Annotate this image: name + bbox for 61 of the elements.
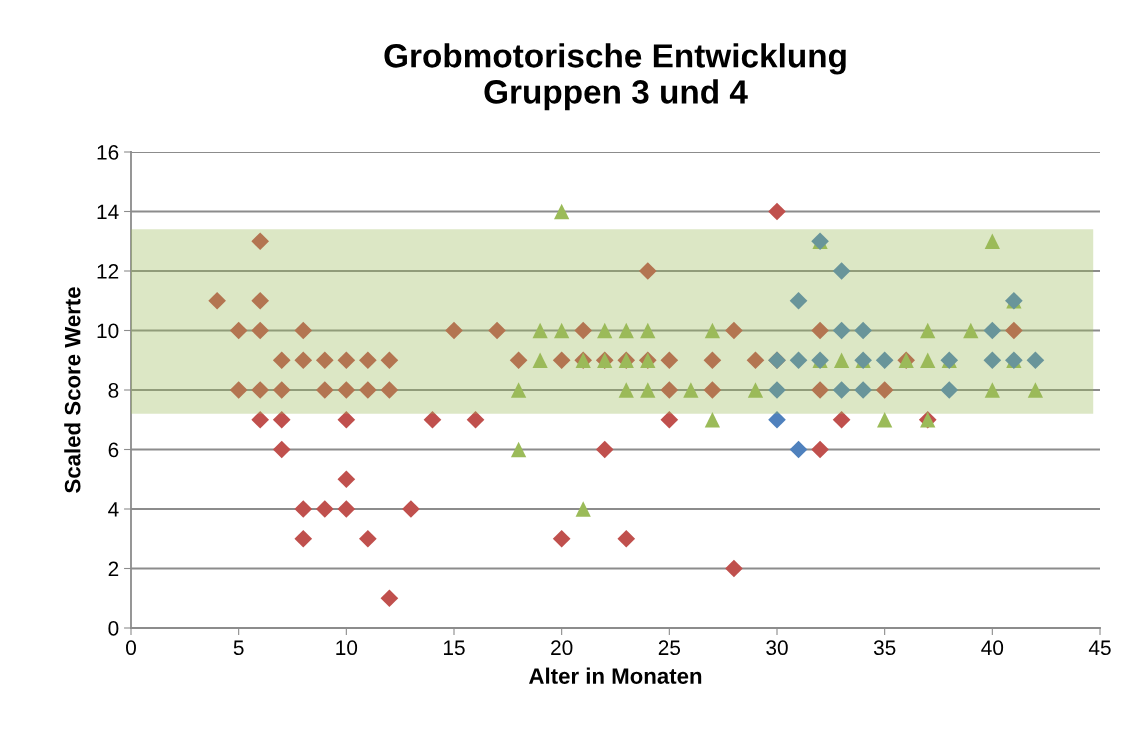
point <box>789 291 808 310</box>
x-tick-label: 30 <box>766 640 788 656</box>
point <box>877 412 893 428</box>
x-tick-label: 10 <box>336 640 358 656</box>
point <box>983 351 1002 370</box>
point <box>510 382 527 398</box>
y-tick-label: 12 <box>97 264 119 279</box>
point <box>532 322 548 339</box>
point <box>704 412 721 428</box>
point <box>940 381 959 399</box>
point <box>963 322 979 339</box>
x-tick-label: 5 <box>233 640 244 656</box>
point <box>984 233 1000 249</box>
x-tick-label: 15 <box>444 640 465 656</box>
y-tick-label: 10 <box>97 323 119 339</box>
point <box>768 410 786 429</box>
x-tick-label: 35 <box>873 640 896 656</box>
point <box>575 501 591 517</box>
point <box>618 322 634 339</box>
point <box>1026 351 1045 370</box>
point <box>554 322 570 339</box>
point <box>984 382 1000 398</box>
y-tick-label: 4 <box>108 502 119 517</box>
x-tick-label: 20 <box>551 640 573 656</box>
point <box>854 381 872 399</box>
point <box>532 352 548 368</box>
point <box>597 322 613 339</box>
point <box>832 321 851 340</box>
y-axis-title: Scaled Score Werte <box>64 287 81 493</box>
point <box>875 351 894 370</box>
x-axis-title: Alter in Monaten <box>529 667 702 684</box>
x-tick-label: 40 <box>981 640 1004 656</box>
y-tick-label: 2 <box>108 561 119 577</box>
point <box>618 382 634 398</box>
y-tick-label: 0 <box>108 621 119 636</box>
x-tick-label: 0 <box>126 640 136 656</box>
point <box>554 203 570 220</box>
point <box>920 352 936 368</box>
point <box>920 322 936 339</box>
point <box>854 321 872 340</box>
y-tick-label: 6 <box>108 442 119 458</box>
point <box>704 322 721 339</box>
point <box>789 440 808 459</box>
point <box>789 351 808 370</box>
chart-title: Grobmotorische Entwicklung Gruppen 3 und 4 <box>384 43 846 111</box>
point <box>747 382 764 398</box>
point <box>832 262 851 280</box>
point <box>510 441 527 458</box>
point <box>833 352 850 368</box>
x-tick-label: 25 <box>658 640 681 656</box>
y-tick-label: 16 <box>97 145 119 160</box>
point <box>832 381 851 399</box>
point <box>1027 382 1044 398</box>
point <box>768 381 786 399</box>
x-tick-label: 45 <box>1088 640 1111 656</box>
point <box>640 382 656 398</box>
point <box>640 322 656 339</box>
y-tick-label: 14 <box>97 204 119 220</box>
point <box>683 382 699 398</box>
y-tick-label: 8 <box>108 383 119 398</box>
point <box>983 321 1002 340</box>
